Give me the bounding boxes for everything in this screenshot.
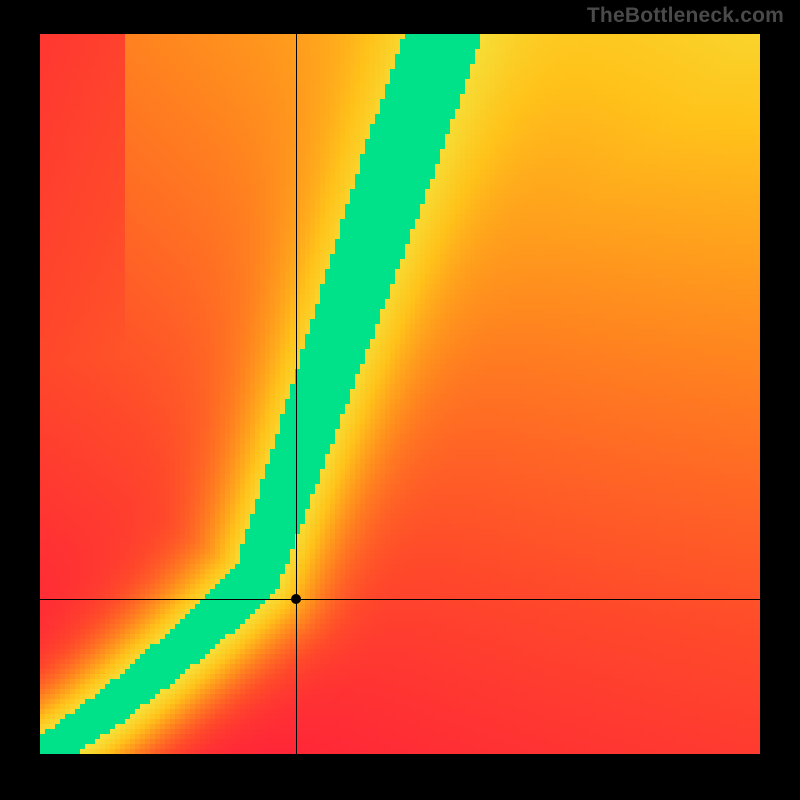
- plot-area: [40, 34, 760, 754]
- attribution-text: TheBottleneck.com: [587, 4, 784, 28]
- heatmap-canvas: [40, 34, 760, 754]
- chart-container: TheBottleneck.com: [0, 0, 800, 800]
